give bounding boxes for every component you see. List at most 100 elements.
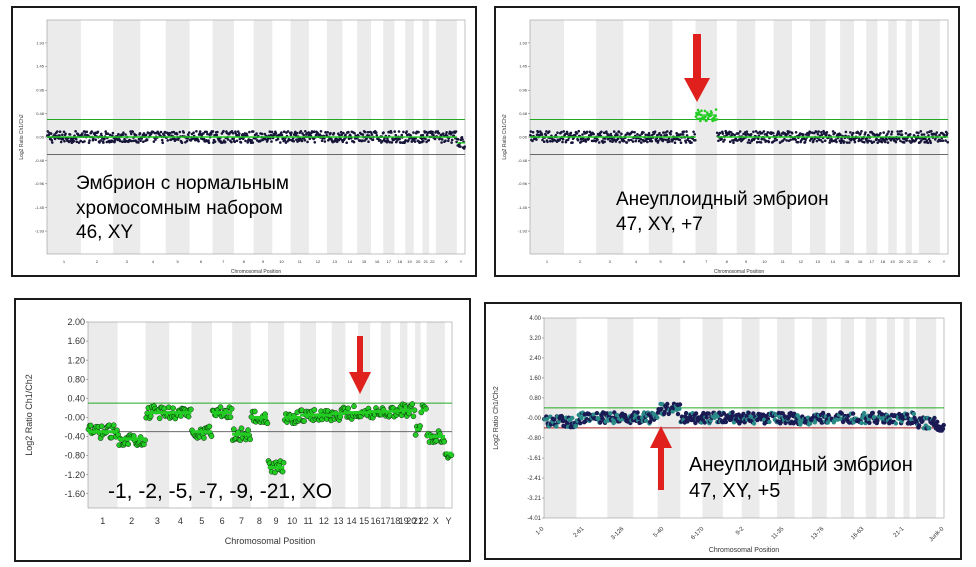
data-point [351,403,357,410]
data-point [920,139,923,142]
data-point [887,130,890,133]
data-point [715,118,718,121]
data-point [895,138,899,141]
data-point [221,141,224,144]
data-point [397,130,401,133]
caption-line: Анеуплоидный эмбрион [689,454,913,476]
data-point [103,137,106,140]
data-point [544,133,548,137]
data-point [603,140,606,144]
data-point [693,411,699,416]
y-tick-label: -1.61 [527,456,541,462]
data-point [925,139,929,142]
data-point [592,132,595,136]
arrow-up-icon [650,426,672,490]
caption-line: Анеуплоидный эмбрион [616,189,829,210]
data-point [682,130,686,133]
x-tick-label: 7 [705,259,708,264]
x-tick-label: 8 [726,259,729,264]
data-point [280,133,284,137]
data-point [205,130,209,134]
data-point [718,131,722,135]
data-point [902,141,906,144]
data-point [145,138,149,142]
data-point [388,140,392,144]
data-point [118,139,122,143]
x-axis-label: Chromosomal Position [714,269,765,275]
data-point [867,139,871,143]
data-point [280,131,283,134]
data-point [152,140,156,143]
y-axis-label: Log2 Ratio Ch1/Ch2 [19,114,25,160]
data-point [939,139,942,143]
x-tick-label: 10 [762,259,767,264]
data-point [161,141,164,144]
data-point [899,139,902,143]
data-point [421,133,425,137]
data-point [236,130,240,133]
data-point [154,138,157,141]
data-point [215,133,219,137]
data-point [904,132,908,135]
data-point [896,130,899,133]
data-point [760,131,764,135]
data-point [909,417,914,422]
data-point [606,132,609,136]
data-point [594,411,600,416]
y-tick-label: 2.40 [529,356,541,362]
data-point [704,115,707,119]
data-point [449,133,453,136]
data-point [74,137,78,141]
data-point [935,131,939,134]
data-point [77,141,81,144]
data-point [644,133,647,137]
data-point [255,132,258,135]
data-point [576,138,580,142]
data-point [697,110,701,114]
data-point [724,129,727,133]
data-point [908,133,912,136]
data-point [56,130,59,133]
data-point [298,407,305,413]
data-point [49,132,53,135]
data-point [245,134,249,137]
y-tick-label: -0.80 [64,451,85,461]
data-point [591,412,596,417]
data-point [752,130,755,134]
data-point [303,139,307,142]
data-point [617,130,621,134]
data-point [313,130,316,133]
y-tick-label: -1.45 [35,205,45,210]
data-point [927,426,932,431]
y-tick-label: -1.93 [518,228,528,233]
data-point [407,139,410,142]
data-point [371,138,375,141]
data-point [125,441,131,447]
y-tick-label: 0.80 [529,396,541,402]
data-point [85,130,89,134]
data-point [531,139,534,143]
data-point [778,420,783,425]
data-point [875,137,878,140]
data-point [715,131,719,135]
data-point [463,145,467,148]
data-point [696,108,700,112]
data-point [919,130,923,133]
data-point [343,137,346,141]
data-point [934,133,937,136]
data-point [609,139,612,143]
data-point [195,130,198,133]
caption-multiple: -1, -2, -5, -7, -9, -21, XO [108,478,332,505]
x-tick-label: 14 [831,259,836,264]
data-point [142,132,146,135]
y-axis-label: Log2 Ratio Ch1/Ch2 [493,386,500,450]
data-point [289,133,293,137]
data-point [294,134,298,137]
x-tick-label: 15 [359,516,369,526]
data-point [820,131,823,134]
data-point [300,139,304,143]
data-point [625,141,629,144]
data-point [186,133,190,136]
y-tick-label: 0.96 [519,88,528,93]
data-point [276,137,280,141]
